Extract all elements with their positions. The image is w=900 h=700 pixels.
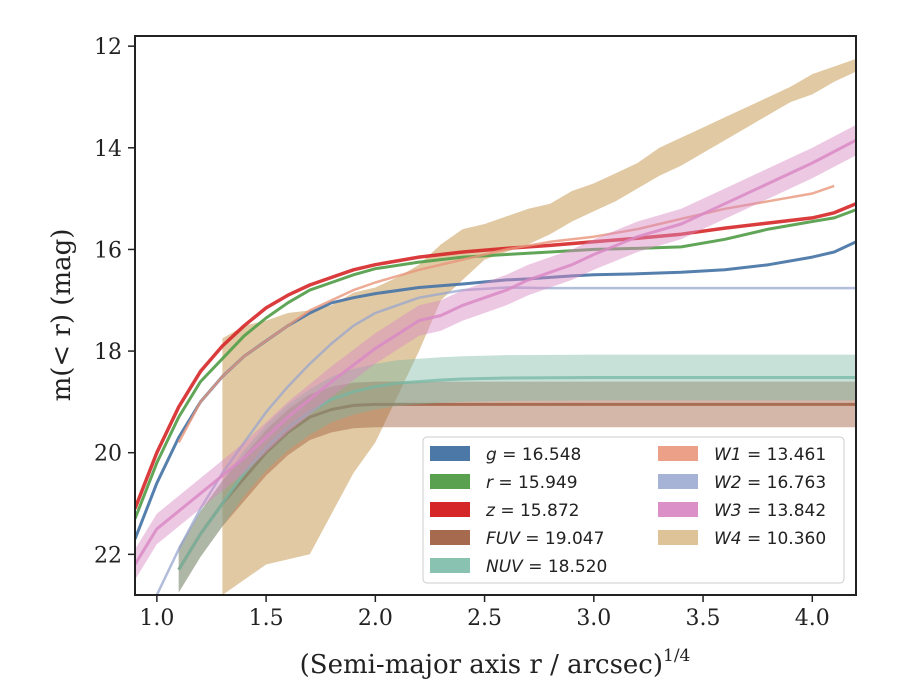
legend-swatch-w2 <box>658 474 698 489</box>
x-tick-label: 2.0 <box>358 606 393 631</box>
series-z-line <box>135 202 856 510</box>
legend-label-z: z = 15.872 <box>485 501 579 521</box>
series-r-line <box>135 208 856 520</box>
y-tick-label: 22 <box>94 543 122 568</box>
series-w3-error-band <box>135 124 856 580</box>
legend-label-nuv: NUV = 18.520 <box>486 557 607 577</box>
x-axis-title: (Semi-major axis r / arcsec)1/4 <box>300 646 691 680</box>
series-nuv-error-band <box>178 354 856 593</box>
legend-swatch-z <box>430 502 470 517</box>
x-tick-label: 3.0 <box>576 606 611 631</box>
series-nuv-line <box>177 376 856 571</box>
x-tick-label: 2.5 <box>467 606 502 631</box>
legend-swatch-nuv <box>430 558 470 573</box>
legend-swatch-w4 <box>658 530 698 545</box>
legend-swatch-r <box>430 474 470 489</box>
x-tick-label: 4.0 <box>795 606 830 631</box>
legend-swatch-g <box>430 446 470 461</box>
legend-swatch-w3 <box>658 502 698 517</box>
x-tick-label: 3.5 <box>686 606 721 631</box>
axis-ticks: 1.0 1.5 2.0 2.5 3.0 3.5 4.0 12 14 16 18 20 22 <box>94 35 830 631</box>
legend: g = 16.548 r = 15.949 z = 15.872 FUV = 19.0… <box>422 436 845 584</box>
legend-label-fuv: FUV = 19.047 <box>486 529 604 549</box>
legend-frame <box>422 436 845 584</box>
series-w3-line <box>135 138 856 566</box>
legend-label-w2: W2 = 16.763 <box>714 473 826 493</box>
x-axis-title-text: (Semi-major axis r / arcsec) <box>300 650 663 680</box>
y-tick-label: 12 <box>94 35 122 60</box>
series-w2-line <box>155 286 856 595</box>
plot-frame <box>134 35 857 596</box>
x-tick-label: 1.5 <box>249 606 284 631</box>
legend-label-r: r = 15.949 <box>486 473 578 493</box>
series-w1-line <box>177 184 835 444</box>
plot-area <box>135 58 856 595</box>
y-tick-label: 20 <box>94 442 122 467</box>
legend-label-w3: W3 = 13.842 <box>714 501 826 521</box>
y-tick-label: 16 <box>94 238 122 263</box>
x-axis-title-exponent: 1/4 <box>663 646 690 666</box>
x-tick-label: 1.0 <box>139 606 174 631</box>
y-tick-label: 14 <box>94 137 122 162</box>
legend-swatch-w1 <box>658 446 698 461</box>
series-fuv-error-band <box>178 381 856 593</box>
legend-label-g: g = 16.548 <box>486 445 581 465</box>
y-axis-title: m(< r) (mag) <box>47 229 77 402</box>
legend-label-w4: W4 = 10.360 <box>714 529 826 549</box>
y-tick-label: 18 <box>94 340 122 365</box>
series-w4-band <box>222 58 856 595</box>
legend-label-w1: W1 = 13.461 <box>714 445 826 465</box>
legend-swatch-fuv <box>430 530 470 545</box>
